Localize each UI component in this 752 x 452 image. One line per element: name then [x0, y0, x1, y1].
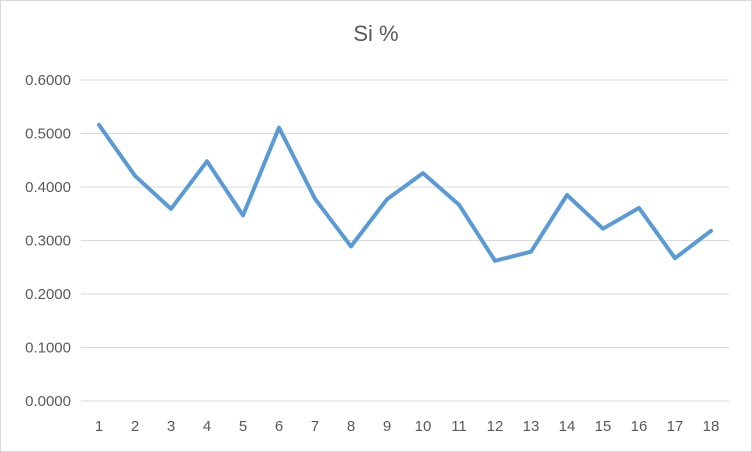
x-tick-label: 16 — [631, 418, 648, 435]
x-tick-label: 8 — [347, 418, 355, 435]
chart-title: Si % — [353, 21, 399, 46]
y-tick-label: 0.5000 — [25, 126, 71, 143]
y-tick-label: 0.3000 — [25, 233, 71, 250]
x-tick-label: 15 — [595, 418, 612, 435]
y-tick-label: 0.0000 — [25, 393, 71, 410]
x-tick-label: 6 — [275, 418, 283, 435]
x-tick-label: 3 — [167, 418, 175, 435]
x-tick-label: 14 — [559, 418, 576, 435]
x-tick-label: 10 — [415, 418, 432, 435]
y-tick-label: 0.2000 — [25, 286, 71, 303]
x-tick-label: 1 — [95, 418, 103, 435]
series-line — [97, 122, 713, 263]
x-tick-label: 12 — [487, 418, 504, 435]
x-tick-label: 17 — [667, 418, 684, 435]
x-tick-label: 11 — [451, 418, 467, 435]
y-tick-label: 0.6000 — [25, 72, 71, 89]
x-tick-label: 4 — [203, 418, 211, 435]
y-tick-label: 0.1000 — [25, 340, 71, 357]
x-tick-label: 18 — [703, 418, 720, 435]
x-tick-label: 9 — [383, 418, 391, 435]
y-tick-label: 0.4000 — [25, 179, 71, 196]
x-tick-label: 13 — [523, 418, 540, 435]
x-tick-label: 5 — [239, 418, 247, 435]
x-tick-label: 7 — [311, 418, 319, 435]
x-tick-label: 2 — [131, 418, 139, 435]
